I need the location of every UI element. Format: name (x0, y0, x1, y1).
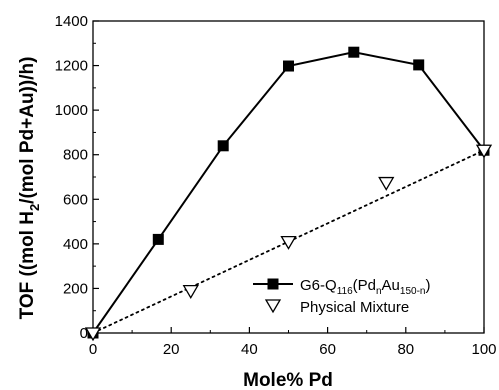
legend-marker-series-1 (267, 278, 279, 290)
y-tick-label-1000: 1000 (55, 102, 88, 119)
y-axis-title-before: TOF ((mol H (17, 211, 38, 319)
series-2-point-4 (475, 144, 493, 159)
x-tick-label-0: 0 (89, 341, 97, 358)
x-tick-label-20: 20 (163, 341, 180, 358)
y-axis-title-after: /(mol Pd+Au))/h) (17, 57, 38, 204)
series-2-point-3 (378, 176, 395, 191)
series-1-point-4 (348, 46, 360, 58)
series-2-point-2 (280, 235, 297, 250)
y-axis-title: TOF ((mol H2/(mol Pd+Au))/h) (17, 57, 42, 320)
series-1-point-3 (283, 60, 294, 72)
series-2-point-0 (84, 327, 102, 342)
y-tick-label-800: 800 (63, 147, 88, 164)
series-2-point-1 (182, 285, 199, 299)
series-1-point-5 (413, 59, 425, 71)
series-1-point-2 (217, 140, 229, 152)
y-tick-label-600: 600 (63, 191, 88, 208)
x-tick-label-60: 60 (319, 341, 336, 358)
legend-label-series-2: Physical Mixture (300, 299, 409, 316)
y-tick-label-400: 400 (63, 236, 88, 253)
y-tick-label-1200: 1200 (55, 58, 88, 75)
y-tick-label-0: 0 (80, 325, 88, 342)
legend-marker-series-2 (264, 299, 282, 314)
x-tick-label-80: 80 (397, 341, 414, 358)
y-tick-label-1400: 1400 (55, 13, 88, 30)
legend: G6-Q116(PdnAu150-n) Physical Mixture (253, 277, 430, 316)
series-1-point-1 (152, 233, 164, 245)
data-markers (84, 46, 493, 342)
y-axis-title-sub: 2 (27, 204, 42, 211)
x-axis-title: Mole% Pd (243, 370, 333, 390)
y-tick-label-200: 200 (63, 280, 88, 297)
x-tick-label-40: 40 (241, 341, 258, 358)
x-tick-label-100: 100 (471, 341, 496, 358)
legend-label-series-1: G6-Q116(PdnAu150-n) (300, 277, 430, 297)
